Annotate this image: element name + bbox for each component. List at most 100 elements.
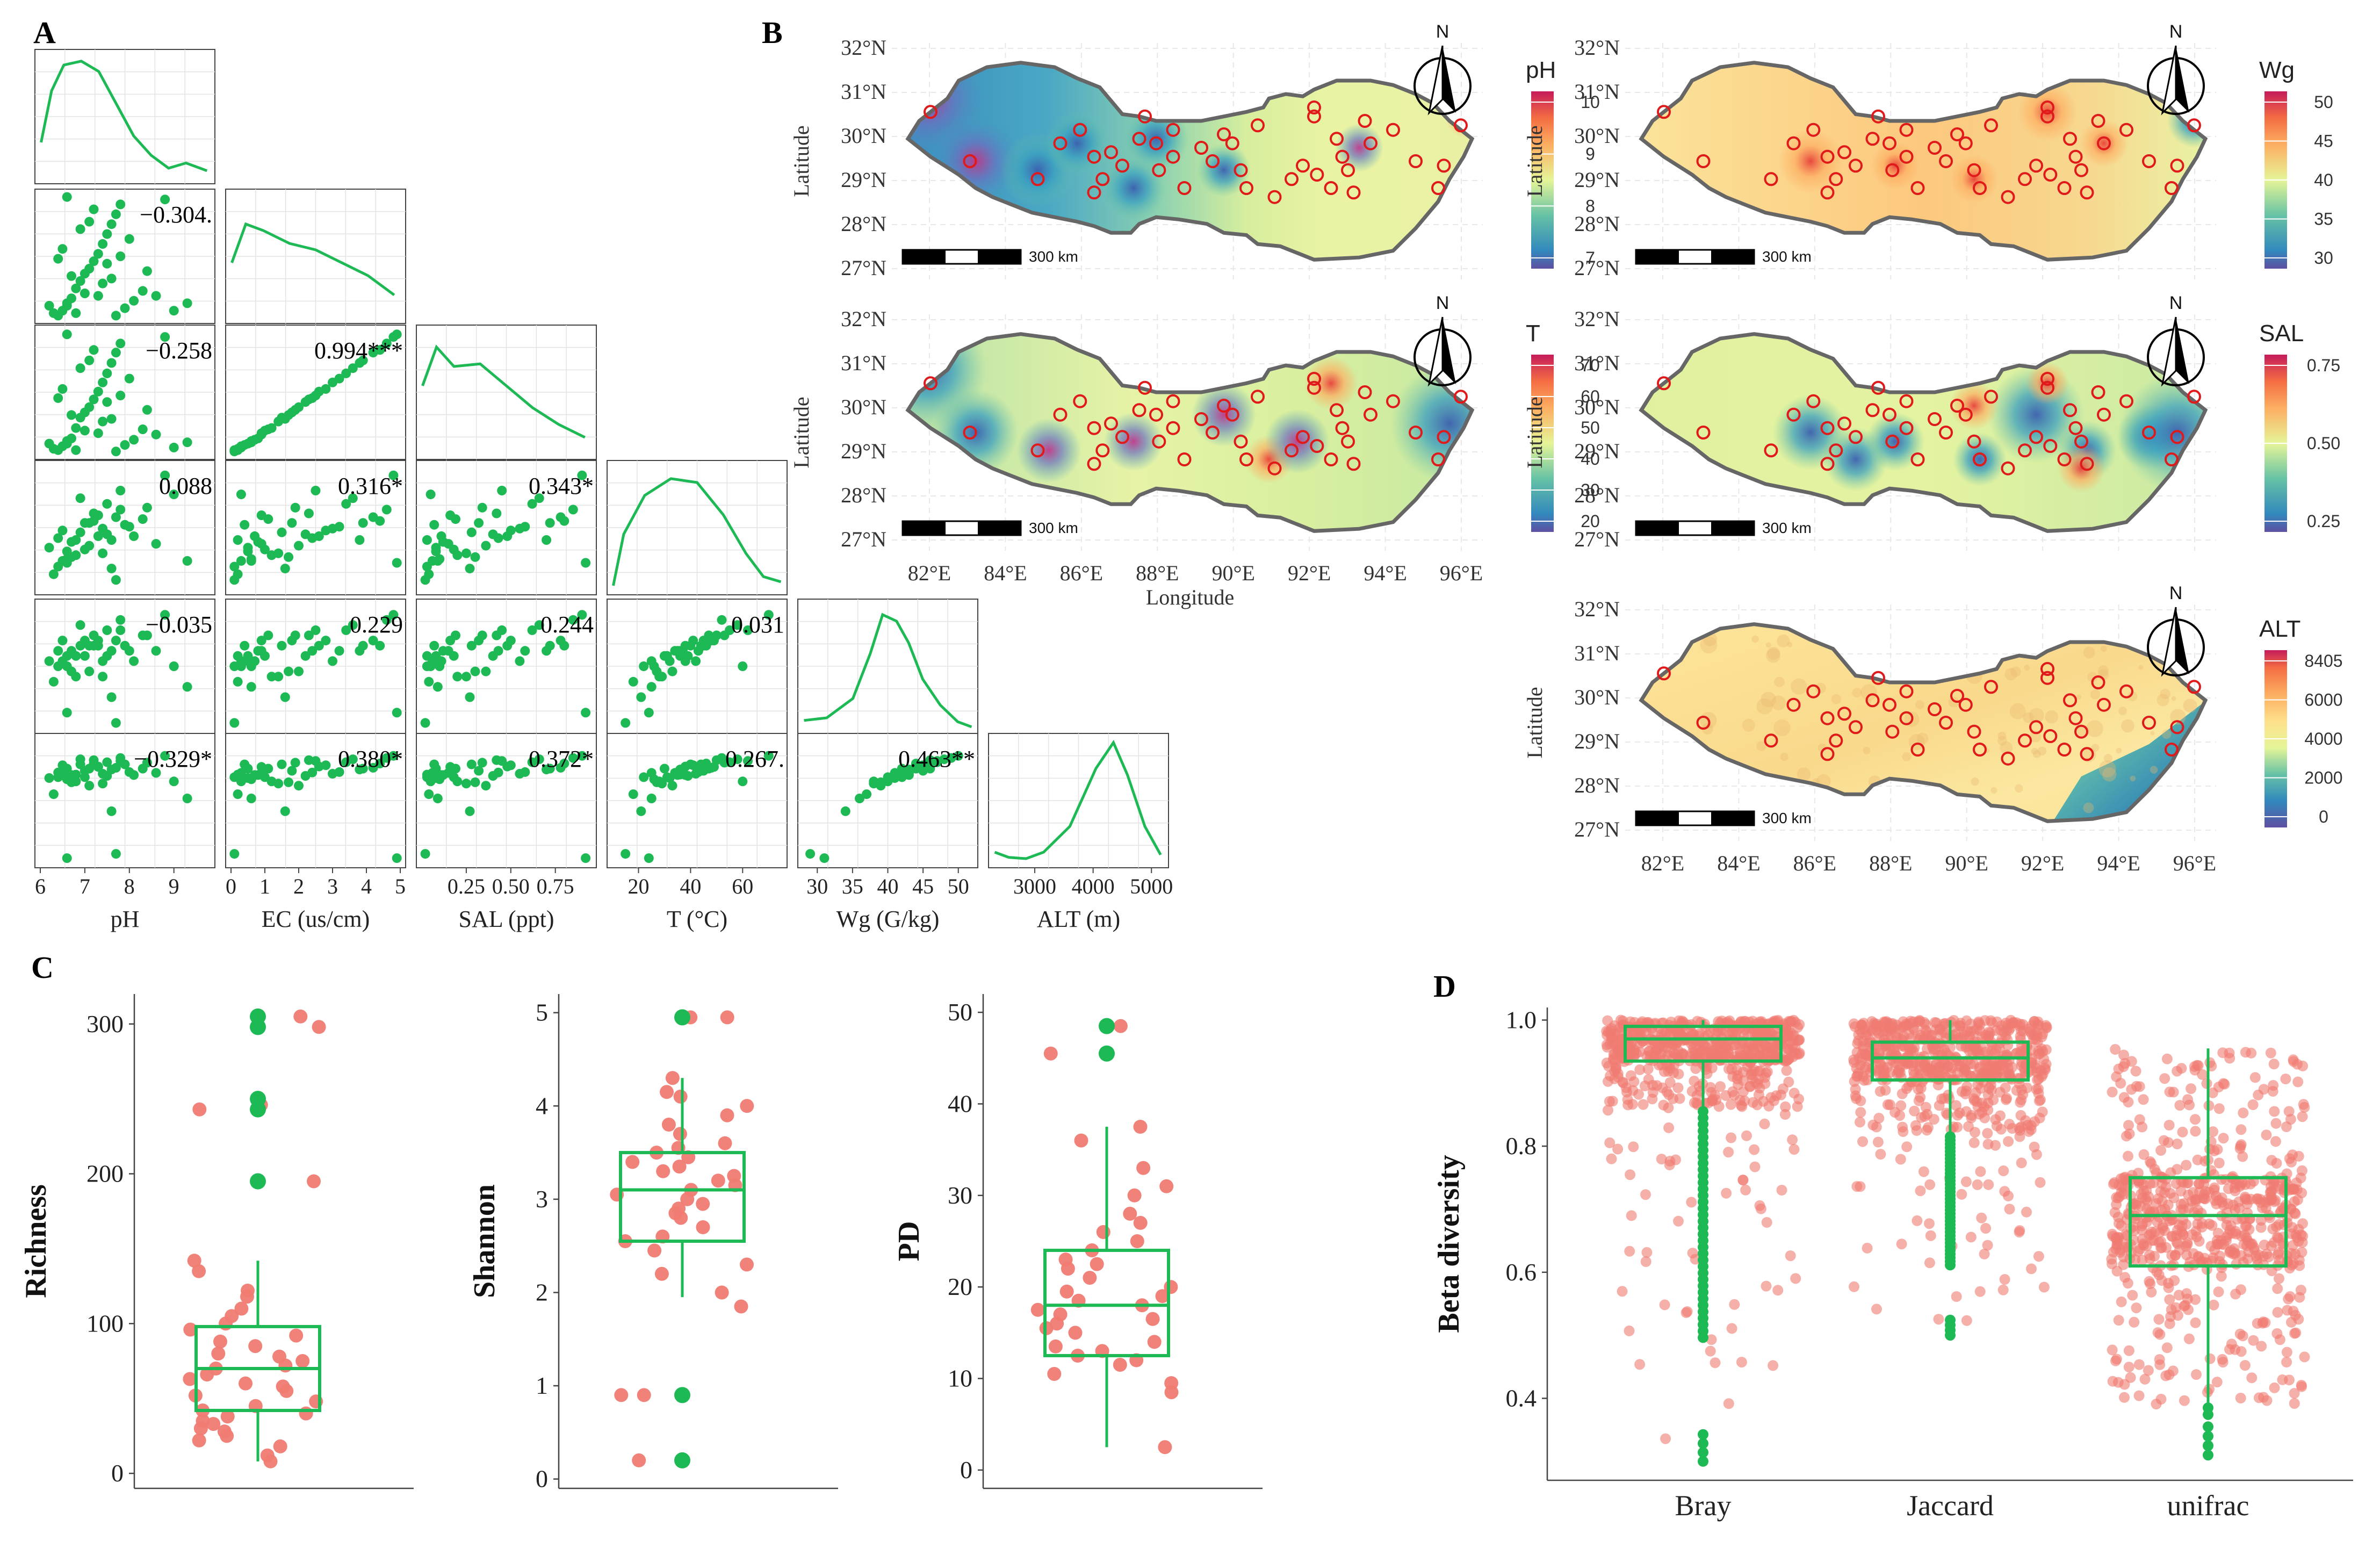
axis-tick-label: 3 xyxy=(327,874,338,898)
sampling-site-marker xyxy=(1984,118,1998,133)
axis-tick-label: 2 xyxy=(293,874,304,898)
jitter-point xyxy=(2119,1392,2130,1403)
scatter-point xyxy=(62,436,72,446)
correlation-label: 0.994*** xyxy=(314,337,403,364)
jitter-point xyxy=(1792,1101,1803,1112)
north-arrow-half xyxy=(1427,45,1444,116)
sampling-site-marker xyxy=(1194,412,1208,426)
sampling-site-marker xyxy=(1984,680,1998,694)
jitter-point xyxy=(2136,1189,2147,1199)
sampling-site-marker xyxy=(1786,697,1801,712)
scatter-point xyxy=(53,646,63,656)
outlier-point xyxy=(250,1008,266,1025)
jitter-point xyxy=(2188,1187,2198,1198)
jitter-point xyxy=(1734,1039,1745,1049)
scatter-point xyxy=(445,636,456,646)
jitter-point xyxy=(1987,1058,1998,1069)
scatter-point xyxy=(358,764,368,774)
outlier-point xyxy=(1099,1045,1115,1062)
scatter-point xyxy=(111,512,121,522)
terrain-texture xyxy=(2076,694,2081,700)
jitter-point xyxy=(1968,1137,1980,1148)
scatter-point xyxy=(743,625,753,635)
jitter-point xyxy=(1721,1187,1732,1199)
sampling-site-marker xyxy=(1409,426,1423,440)
scatter-point xyxy=(911,764,921,774)
pairs-cell xyxy=(34,49,215,184)
correlation-label: −0.304. xyxy=(140,201,212,228)
terrain-texture xyxy=(2183,699,2197,713)
longitude-tick: 94°E xyxy=(2097,851,2140,875)
jitter-point xyxy=(2131,1302,2142,1314)
scale-bar-label: 300 km xyxy=(1762,520,1812,536)
scatter-point xyxy=(106,692,117,702)
scatter-point xyxy=(277,527,287,537)
scatter-point xyxy=(481,781,491,791)
sampling-site-marker xyxy=(1454,118,1468,133)
north-label: N xyxy=(2169,21,2183,42)
jitter-point xyxy=(2292,1076,2304,1088)
jitter-point xyxy=(1681,1307,1692,1318)
jitter-point xyxy=(2263,1251,2275,1263)
jitter-point xyxy=(1710,1357,1721,1369)
jitter-point xyxy=(217,1424,232,1439)
scatter-point xyxy=(80,544,90,555)
sampling-site-marker xyxy=(1958,407,1973,422)
jitter-point xyxy=(2033,1251,2044,1262)
scatter-point xyxy=(719,630,730,640)
scatter-point xyxy=(124,767,134,777)
scatter-point xyxy=(62,708,72,718)
jitter-point xyxy=(2003,1136,2014,1147)
scatter-point xyxy=(89,345,99,355)
scatter-point xyxy=(243,773,253,783)
jitter-point xyxy=(2169,1275,2180,1286)
sampling-site-marker xyxy=(1132,132,1146,146)
scatter-point xyxy=(445,762,456,772)
sampling-site-marker xyxy=(1206,426,1220,440)
sampling-site-marker xyxy=(1849,720,1863,735)
scatter-point xyxy=(124,234,134,244)
jitter-point xyxy=(2184,1099,2195,1111)
jitter-point xyxy=(2134,1243,2146,1255)
jitter-point xyxy=(1090,1257,1104,1271)
latitude-tick: 28°N xyxy=(1574,483,1620,507)
sampling-site-marker xyxy=(1324,452,1338,466)
jitter-point xyxy=(2230,1288,2241,1300)
scatter-point xyxy=(233,676,243,687)
jitter-point xyxy=(1158,1440,1172,1455)
scatter-point xyxy=(375,516,385,526)
sampling-site-marker xyxy=(1104,416,1118,431)
latitude-tick: 32°N xyxy=(1574,35,1620,60)
scatter-point xyxy=(677,646,688,656)
scatter-point xyxy=(481,666,491,676)
map-hotspot xyxy=(1265,409,1330,474)
scatter-point xyxy=(80,772,90,782)
jitter-point xyxy=(2266,1265,2277,1277)
scatter-point xyxy=(392,708,402,718)
pairs-cell xyxy=(607,599,788,734)
jitter-point xyxy=(2213,1157,2225,1169)
pairs-cell xyxy=(607,733,788,868)
terrain-texture xyxy=(1915,700,1924,710)
scatter-point xyxy=(160,470,170,480)
jitter-point xyxy=(2032,1020,2044,1031)
scatter-point xyxy=(290,630,300,640)
jitter-point xyxy=(1974,1286,1986,1297)
axis-tick-label: 4000 xyxy=(1072,874,1115,898)
jitter-point xyxy=(1640,1189,1651,1200)
scatter-point xyxy=(106,414,117,424)
jitter-point xyxy=(2145,1178,2155,1189)
scatter-point xyxy=(743,756,753,766)
jitter-point xyxy=(2281,1357,2292,1367)
sampling-site-marker xyxy=(1837,416,1851,431)
jitter-point xyxy=(2127,1290,2138,1301)
scatter-point xyxy=(44,438,54,449)
jitter-point xyxy=(1855,1181,1866,1192)
sampling-site-marker xyxy=(1928,702,1942,716)
jitter-point xyxy=(1638,1099,1649,1110)
scatter-point xyxy=(84,764,95,774)
jitter-point xyxy=(2272,1283,2283,1294)
longitude-tick: 94°E xyxy=(1364,561,1407,585)
latitude-tick: 27°N xyxy=(1574,527,1620,551)
legend-tick-label: 35 xyxy=(2314,210,2333,229)
